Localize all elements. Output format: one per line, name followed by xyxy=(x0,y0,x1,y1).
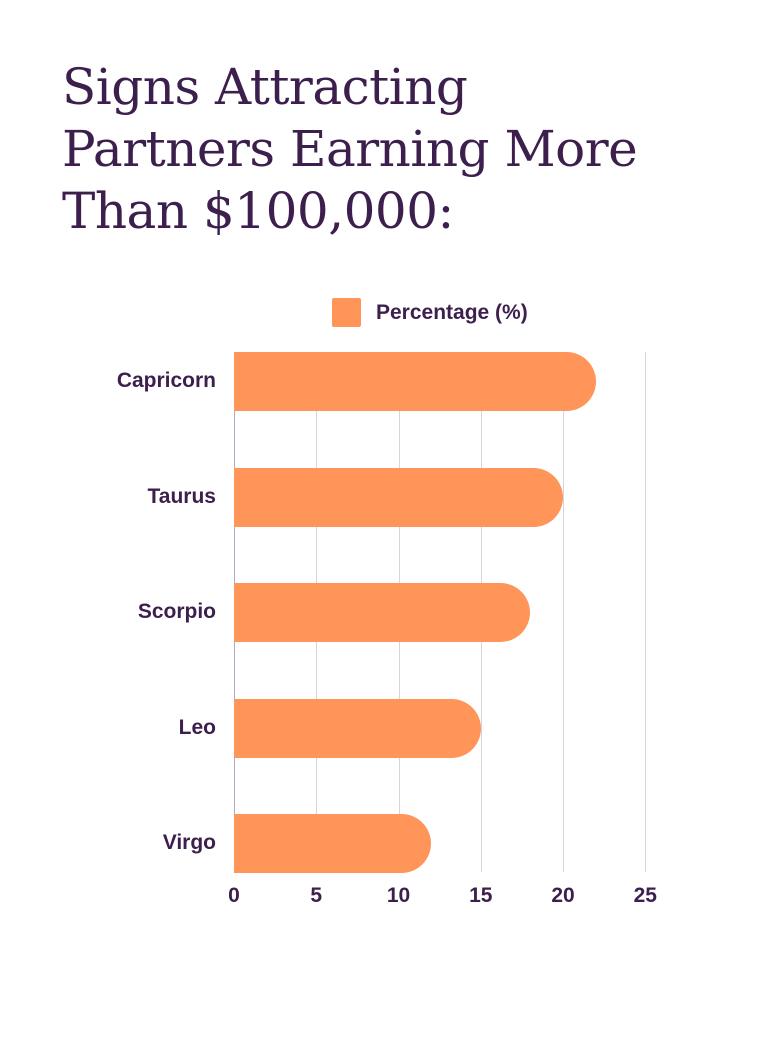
bar-scorpio xyxy=(234,583,530,642)
category-label: Capricorn xyxy=(116,369,216,392)
x-tick-label: 15 xyxy=(469,884,493,907)
gridline xyxy=(645,352,646,872)
plot-area xyxy=(234,352,654,873)
x-tick-label: 20 xyxy=(551,884,575,907)
bar-taurus xyxy=(234,468,563,527)
legend-label: Percentage (%) xyxy=(376,300,528,324)
category-label: Leo xyxy=(178,716,216,739)
bar-capricorn xyxy=(234,352,596,411)
category-label: Virgo xyxy=(162,831,216,854)
chart-title: Signs Attracting Partners Earning More T… xyxy=(62,58,638,240)
legend-swatch xyxy=(332,298,361,327)
x-tick-label: 0 xyxy=(228,884,240,907)
x-tick-label: 25 xyxy=(633,884,657,907)
x-tick-label: 10 xyxy=(386,884,411,907)
legend: Percentage (%) xyxy=(332,298,528,327)
category-label: Taurus xyxy=(147,485,216,508)
bar-leo xyxy=(234,699,481,758)
x-tick-label: 5 xyxy=(310,884,323,907)
gridline xyxy=(563,352,564,872)
category-label: Scorpio xyxy=(137,600,216,623)
bar-virgo xyxy=(234,814,431,873)
